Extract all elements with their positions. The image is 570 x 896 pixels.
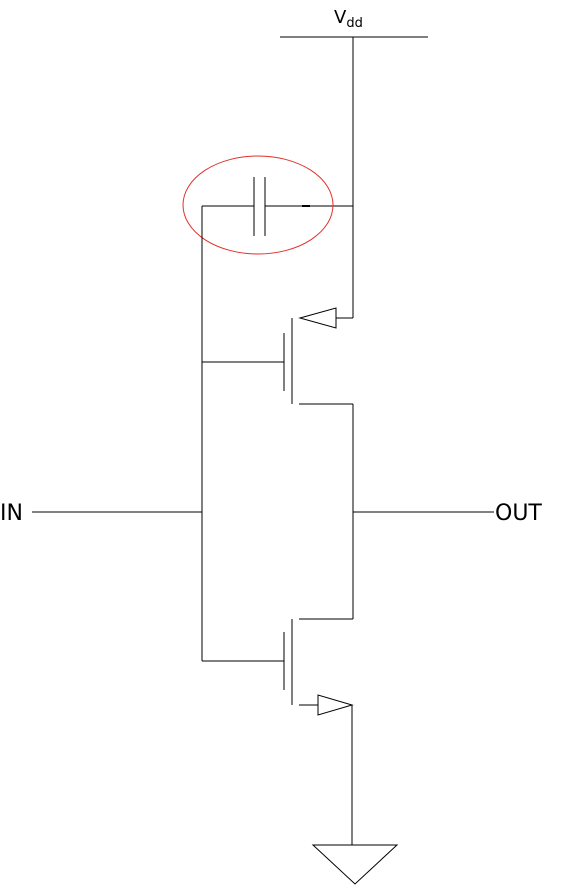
ground-symbol <box>311 844 399 885</box>
nmos-source-arrow <box>317 694 354 716</box>
vdd-label-main: V <box>334 7 347 28</box>
input-label: IN <box>0 501 23 526</box>
pmos-source-arrow <box>298 307 337 329</box>
vdd-label: Vdd <box>334 7 363 31</box>
capacitor-highlight-circle <box>182 155 334 255</box>
output-label: OUT <box>495 501 542 526</box>
vdd-label-subscript: dd <box>346 16 363 31</box>
